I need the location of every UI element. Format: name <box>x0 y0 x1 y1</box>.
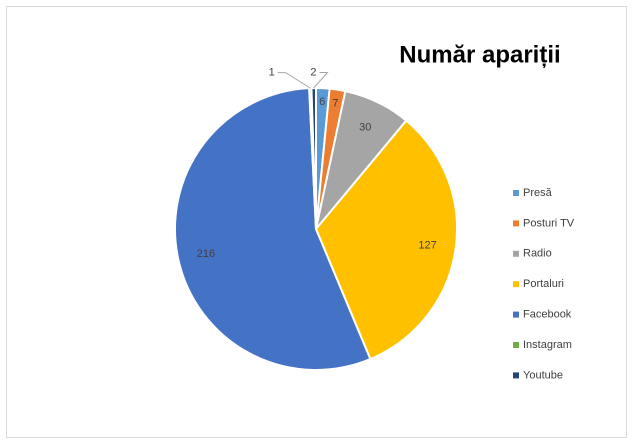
legend-label: Posturi TV <box>523 217 575 229</box>
leader-line <box>277 72 311 89</box>
legend-label: Instagram <box>523 339 572 351</box>
data-label: 1 <box>269 67 275 79</box>
pie-slice <box>314 119 458 361</box>
legend-swatch <box>513 281 519 288</box>
legend-label: Portaluri <box>523 278 564 290</box>
legend-swatch <box>513 372 519 379</box>
legend-swatch <box>513 342 519 348</box>
legend-label: Presă <box>523 187 553 199</box>
legend-swatch <box>513 250 519 257</box>
data-label: 2 <box>310 66 316 78</box>
chart-title: Număr apariții <box>399 41 560 68</box>
data-label: 216 <box>197 248 215 260</box>
data-label: 127 <box>418 240 436 252</box>
legend-label: Radio <box>523 248 552 260</box>
legend-swatch <box>513 220 519 227</box>
pie-slice <box>174 87 372 371</box>
data-label: 6 <box>319 96 325 108</box>
data-label: 30 <box>359 121 371 133</box>
legend-label: Youtube <box>523 369 563 381</box>
legend-label: Facebook <box>523 309 572 321</box>
leader-line <box>313 72 329 89</box>
data-label: 7 <box>332 97 338 109</box>
legend-swatch <box>513 311 519 318</box>
legend-swatch <box>513 190 519 196</box>
